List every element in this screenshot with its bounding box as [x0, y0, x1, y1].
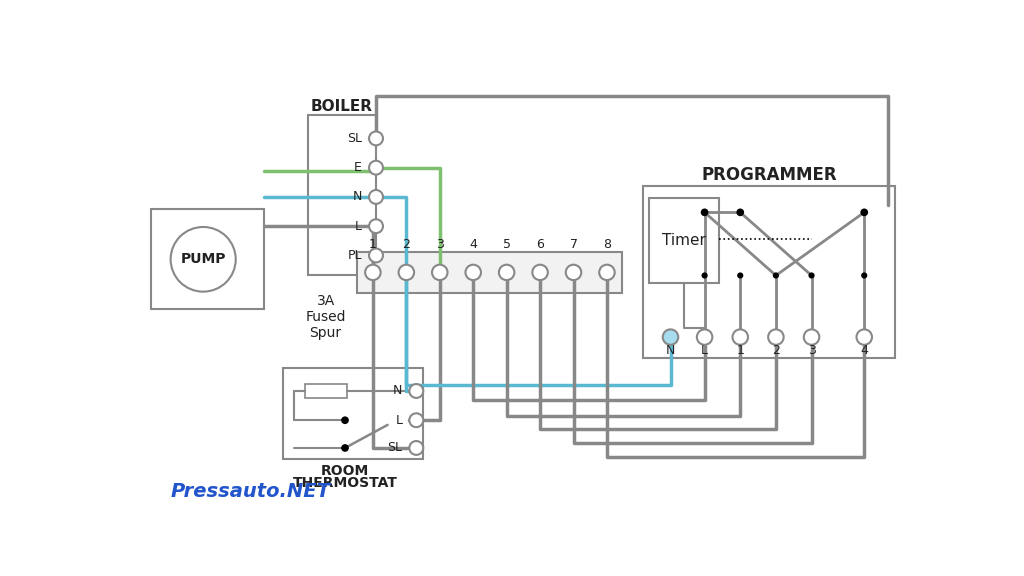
- Text: 4: 4: [469, 238, 477, 251]
- Circle shape: [701, 272, 708, 279]
- Circle shape: [599, 265, 614, 280]
- Circle shape: [398, 265, 414, 280]
- Circle shape: [369, 248, 383, 263]
- Text: E: E: [354, 161, 362, 174]
- Circle shape: [499, 265, 514, 280]
- Text: 1: 1: [369, 238, 377, 251]
- Circle shape: [663, 329, 678, 345]
- Text: 3: 3: [436, 238, 443, 251]
- Text: L: L: [355, 219, 362, 233]
- Bar: [649, 199, 719, 283]
- Circle shape: [773, 272, 779, 279]
- Text: 2: 2: [772, 344, 780, 358]
- Circle shape: [341, 444, 349, 452]
- Text: SL: SL: [347, 132, 362, 145]
- Circle shape: [369, 161, 383, 175]
- Circle shape: [768, 329, 783, 345]
- Text: N: N: [666, 344, 675, 358]
- Bar: [152, 209, 263, 309]
- Circle shape: [466, 265, 481, 280]
- Circle shape: [532, 265, 548, 280]
- Bar: [643, 186, 895, 358]
- Circle shape: [410, 384, 423, 398]
- Circle shape: [369, 190, 383, 204]
- Text: L: L: [701, 344, 709, 358]
- Bar: [283, 368, 423, 458]
- Text: PROGRAMMER: PROGRAMMER: [701, 166, 837, 184]
- Circle shape: [861, 272, 867, 279]
- Circle shape: [410, 441, 423, 455]
- Text: 7: 7: [569, 238, 578, 251]
- Circle shape: [171, 227, 236, 291]
- Text: 6: 6: [537, 238, 544, 251]
- Circle shape: [860, 209, 868, 216]
- Text: N: N: [352, 191, 362, 203]
- Text: 5: 5: [503, 238, 511, 251]
- Text: BOILER: BOILER: [311, 98, 373, 113]
- Text: PUMP: PUMP: [180, 252, 226, 266]
- Text: Timer: Timer: [662, 233, 706, 248]
- Circle shape: [804, 329, 819, 345]
- Text: PL: PL: [347, 249, 362, 262]
- Circle shape: [737, 272, 743, 279]
- Circle shape: [410, 414, 423, 427]
- Circle shape: [700, 209, 709, 216]
- Text: N: N: [393, 385, 402, 397]
- Text: 3A
Fused
Spur: 3A Fused Spur: [305, 294, 346, 340]
- Text: 8: 8: [603, 238, 611, 251]
- Text: ROOM: ROOM: [321, 464, 369, 478]
- Circle shape: [366, 265, 381, 280]
- Text: L: L: [395, 414, 402, 427]
- Text: 4: 4: [860, 344, 868, 358]
- Text: 1: 1: [736, 344, 744, 358]
- Bar: [357, 252, 623, 293]
- Circle shape: [809, 272, 815, 279]
- Circle shape: [732, 329, 748, 345]
- Circle shape: [736, 209, 744, 216]
- Circle shape: [341, 416, 349, 424]
- Text: 2: 2: [402, 238, 411, 251]
- Circle shape: [566, 265, 582, 280]
- Text: THERMOSTAT: THERMOSTAT: [293, 476, 397, 490]
- Circle shape: [369, 219, 383, 233]
- Bar: [308, 115, 376, 275]
- Text: SL: SL: [387, 441, 402, 454]
- Text: 3: 3: [808, 344, 815, 358]
- Circle shape: [697, 329, 713, 345]
- Circle shape: [856, 329, 872, 345]
- Circle shape: [369, 131, 383, 145]
- Circle shape: [432, 265, 447, 280]
- Text: Pressauto.NET: Pressauto.NET: [171, 482, 331, 501]
- Bar: [305, 384, 347, 398]
